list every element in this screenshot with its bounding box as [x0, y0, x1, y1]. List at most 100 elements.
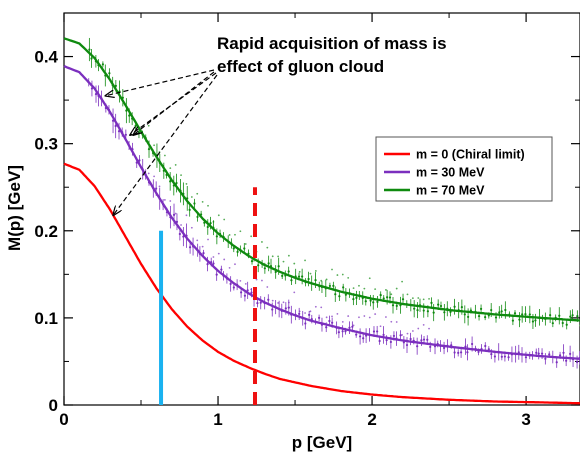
data-point	[503, 355, 507, 358]
data-point	[428, 297, 430, 300]
data-point	[271, 255, 274, 258]
data-point	[125, 109, 128, 112]
data-point	[236, 250, 239, 253]
data-point	[336, 312, 339, 315]
data-point	[401, 334, 403, 336]
data-point	[217, 214, 220, 217]
data-point	[504, 308, 507, 312]
data-point	[395, 287, 398, 290]
data-point	[352, 287, 355, 290]
data-point	[277, 265, 280, 268]
data-point	[250, 291, 253, 294]
data-point	[328, 284, 332, 288]
data-point	[493, 355, 497, 358]
data-point	[477, 314, 481, 318]
data-point	[428, 327, 430, 330]
data-point	[314, 278, 317, 282]
data-point	[453, 351, 456, 354]
data-point	[232, 247, 235, 250]
data-point	[174, 164, 177, 166]
data-point	[372, 301, 375, 304]
y-tick-label: 0.1	[34, 309, 58, 328]
data-point	[267, 298, 270, 301]
x-tick-label: 3	[521, 410, 530, 429]
data-point	[328, 319, 331, 323]
data-point	[229, 282, 232, 286]
data-point	[416, 309, 419, 312]
data-point	[244, 282, 247, 285]
legend-label: m = 0 (Chiral limit)	[416, 148, 525, 162]
data-point	[331, 321, 334, 324]
data-point	[571, 314, 574, 317]
data-point	[325, 278, 328, 281]
data-point	[558, 314, 561, 317]
data-point	[234, 263, 236, 266]
data-point	[500, 355, 503, 358]
data-point	[207, 238, 209, 241]
data-point	[201, 245, 204, 248]
data-point	[212, 220, 215, 223]
data-point	[287, 254, 290, 257]
data-point	[212, 262, 215, 265]
data-point	[101, 63, 104, 66]
data-point	[239, 279, 242, 282]
data-point	[128, 114, 131, 117]
data-point	[282, 260, 285, 263]
data-point	[243, 294, 247, 297]
data-point	[484, 315, 487, 319]
data-point	[562, 351, 565, 354]
data-point	[352, 324, 355, 327]
data-point	[382, 297, 385, 300]
data-point	[430, 301, 433, 305]
data-point	[314, 305, 317, 308]
data-point	[459, 351, 463, 354]
data-point	[196, 215, 199, 219]
x-axis-title: p [GeV]	[292, 433, 352, 452]
data-point	[379, 325, 382, 328]
data-point	[331, 315, 333, 318]
data-point	[524, 313, 527, 316]
data-point	[163, 154, 166, 157]
data-point	[172, 213, 176, 217]
data-point	[163, 199, 166, 201]
data-point	[544, 357, 547, 360]
data-point	[124, 133, 127, 136]
data-point	[439, 304, 443, 308]
data-point	[575, 360, 579, 364]
legend-label: m = 70 MeV	[416, 184, 485, 198]
data-point	[175, 181, 178, 185]
data-point	[212, 256, 215, 258]
data-point	[395, 304, 398, 307]
data-point	[490, 308, 493, 312]
data-point	[363, 315, 366, 317]
data-point	[494, 316, 498, 319]
data-point	[524, 356, 528, 359]
data-point	[239, 230, 242, 233]
data-point	[364, 300, 367, 303]
data-point	[479, 307, 483, 310]
data-point	[257, 264, 260, 267]
data-point	[180, 174, 182, 177]
data-point	[406, 332, 409, 335]
data-point	[443, 311, 446, 314]
data-point	[334, 293, 337, 296]
data-point	[565, 359, 568, 362]
data-point	[147, 124, 150, 127]
data-point	[549, 314, 552, 317]
data-point	[261, 279, 263, 282]
data-point	[466, 351, 469, 354]
data-point	[309, 272, 312, 275]
data-point	[88, 48, 91, 51]
data-point	[244, 243, 247, 245]
data-point	[228, 234, 231, 236]
legend: m = 0 (Chiral limit) m = 30 MeV m = 70 MeV	[375, 136, 553, 202]
data-point	[240, 291, 243, 294]
data-point	[246, 289, 249, 292]
annotation-arrow	[113, 74, 218, 215]
data-point	[355, 296, 358, 299]
data-point	[372, 330, 376, 333]
data-point	[422, 323, 425, 326]
data-point	[426, 310, 429, 313]
data-point	[298, 270, 301, 273]
